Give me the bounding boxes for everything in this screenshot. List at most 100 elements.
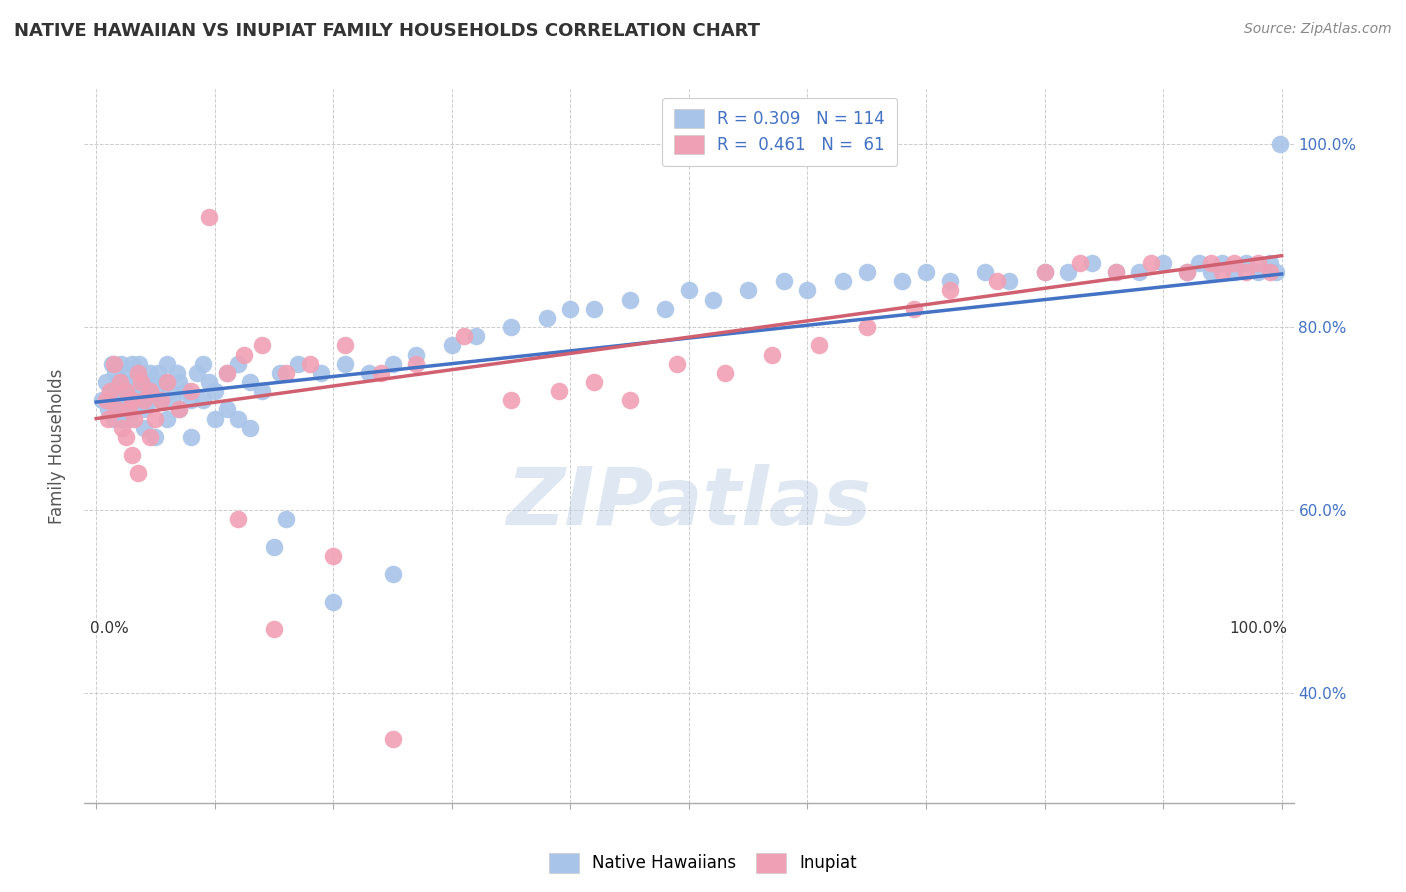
Point [998,274,1021,288]
Point [111,420,134,434]
Point [180,430,202,444]
Point [115,393,138,408]
Point [122,402,145,417]
Point [370,366,392,380]
Point [127,366,149,380]
Point [129,375,152,389]
Point [713,366,735,380]
Point [132,420,155,434]
Point [167,402,190,417]
Text: NATIVE HAWAIIAN VS INUPIAT FAMILY HOUSEHOLDS CORRELATION CHART: NATIVE HAWAIIAN VS INUPIAT FAMILY HOUSEH… [14,22,761,40]
Point [156,411,179,425]
Point [100,357,122,371]
Point [138,384,160,398]
Point [855,265,877,279]
Point [1069,256,1091,270]
Point [174,384,197,398]
Point [180,393,202,408]
Point [162,393,184,408]
Point [274,512,297,526]
Point [215,366,238,380]
Point [94,393,117,408]
Point [1105,265,1128,279]
Point [110,357,132,371]
Point [115,430,138,444]
Point [1223,265,1246,279]
Point [136,384,159,398]
Point [1211,265,1233,279]
Point [132,393,155,408]
Point [138,430,160,444]
Point [111,393,134,408]
Point [105,393,128,408]
Point [124,384,146,398]
Point [156,375,179,389]
Point [1247,265,1270,279]
Point [381,357,404,371]
Point [1258,265,1281,279]
Point [215,402,238,417]
Point [150,393,173,408]
Point [1258,256,1281,270]
Point [122,375,145,389]
Point [100,384,122,398]
Point [1033,265,1056,279]
Point [180,384,202,398]
Point [1247,256,1270,270]
Point [761,347,783,361]
Point [127,467,149,481]
Point [108,375,131,389]
Point [357,366,380,380]
Point [1234,265,1257,279]
Point [250,338,273,352]
Point [125,393,148,408]
Point [891,274,914,288]
Point [198,375,221,389]
Point [322,549,344,563]
Point [107,375,129,389]
Point [100,384,122,398]
Point [115,384,138,398]
Point [1081,256,1104,270]
Point [103,357,125,371]
Point [464,329,486,343]
Point [274,366,297,380]
Point [108,384,131,398]
Point [166,366,188,380]
Point [311,366,333,380]
Point [228,357,250,371]
Text: 100.0%: 100.0% [1230,621,1288,636]
Point [381,567,404,582]
Point [115,384,138,398]
Point [139,393,162,408]
Point [974,265,997,279]
Text: ZIPatlas: ZIPatlas [506,464,872,542]
Point [772,274,794,288]
Point [142,375,165,389]
Point [167,402,190,417]
Point [132,402,155,417]
Point [122,411,145,425]
Point [118,402,141,417]
Point [204,384,226,398]
Point [1033,265,1056,279]
Point [191,393,214,408]
Point [121,448,143,462]
Point [121,393,143,408]
Y-axis label: Family Households: Family Households [48,368,66,524]
Point [1175,265,1198,279]
Point [560,301,582,316]
Point [440,338,463,352]
Point [114,402,136,417]
Point [1211,256,1233,270]
Point [105,402,128,417]
Point [1140,256,1163,270]
Point [1223,256,1246,270]
Point [405,357,427,371]
Point [97,411,120,425]
Point [322,594,344,608]
Point [153,375,176,389]
Point [263,622,285,636]
Point [129,393,152,408]
Text: 0.0%: 0.0% [90,621,129,636]
